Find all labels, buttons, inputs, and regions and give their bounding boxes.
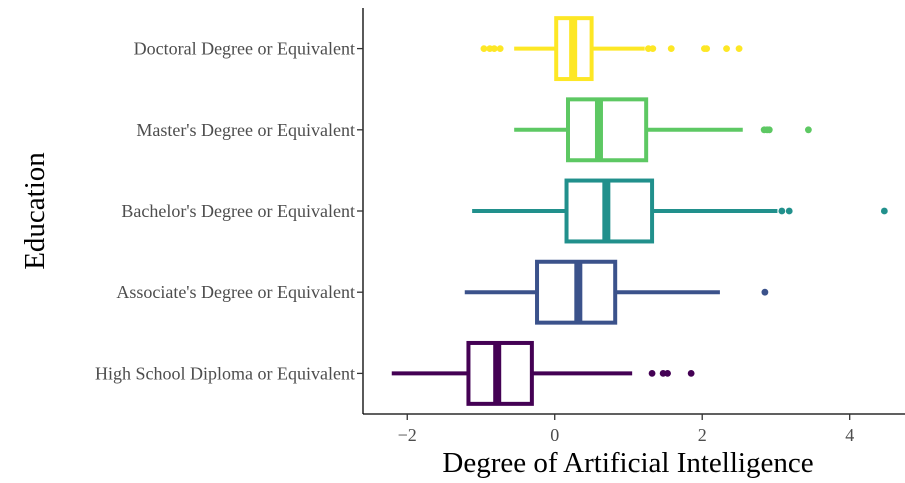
outlier-point xyxy=(785,207,793,215)
outlier-point xyxy=(880,207,888,215)
x-tick-label: 2 xyxy=(698,425,707,445)
y-ticks: High School Diploma or Equivalent Associa… xyxy=(95,39,363,383)
outlier-point xyxy=(648,370,656,377)
outlier-point xyxy=(649,45,657,52)
plot-marks xyxy=(391,16,888,406)
outlier-point xyxy=(490,45,498,52)
outlier-point xyxy=(496,45,504,52)
outlier-point xyxy=(687,370,695,377)
y-tick-label: Master's Degree or Equivalent xyxy=(136,120,355,140)
x-tick-label: −2 xyxy=(398,425,417,445)
outlier-point xyxy=(667,45,675,52)
y-axis-title: Education xyxy=(19,152,51,270)
box-group xyxy=(472,178,888,244)
y-tick-label: High School Diploma or Equivalent xyxy=(95,363,355,383)
outlier-point xyxy=(804,126,812,134)
outlier-point xyxy=(480,45,488,52)
x-tick-label: 4 xyxy=(845,425,854,445)
y-tick-label: Doctoral Degree or Equivalent xyxy=(134,39,355,59)
x-axis-title: Degree of Artificial Intelligence xyxy=(442,447,813,479)
y-tick-label: Associate's Degree or Equivalent xyxy=(116,282,355,302)
outlier-point xyxy=(761,288,769,296)
outlier-point xyxy=(703,45,711,52)
box-group xyxy=(480,16,743,82)
outlier-point xyxy=(664,370,671,377)
box-group xyxy=(464,259,769,325)
box-group xyxy=(391,340,695,406)
outlier-point xyxy=(778,207,786,215)
box-group xyxy=(514,97,812,163)
x-ticks: −2 0 2 4 xyxy=(398,414,854,445)
x-tick-label: 0 xyxy=(550,425,559,445)
outlier-point xyxy=(723,45,730,52)
y-tick-label: Bachelor's Degree or Equivalent xyxy=(121,201,355,221)
box xyxy=(566,97,649,163)
outlier-point xyxy=(735,45,743,52)
outlier-point xyxy=(765,126,773,134)
